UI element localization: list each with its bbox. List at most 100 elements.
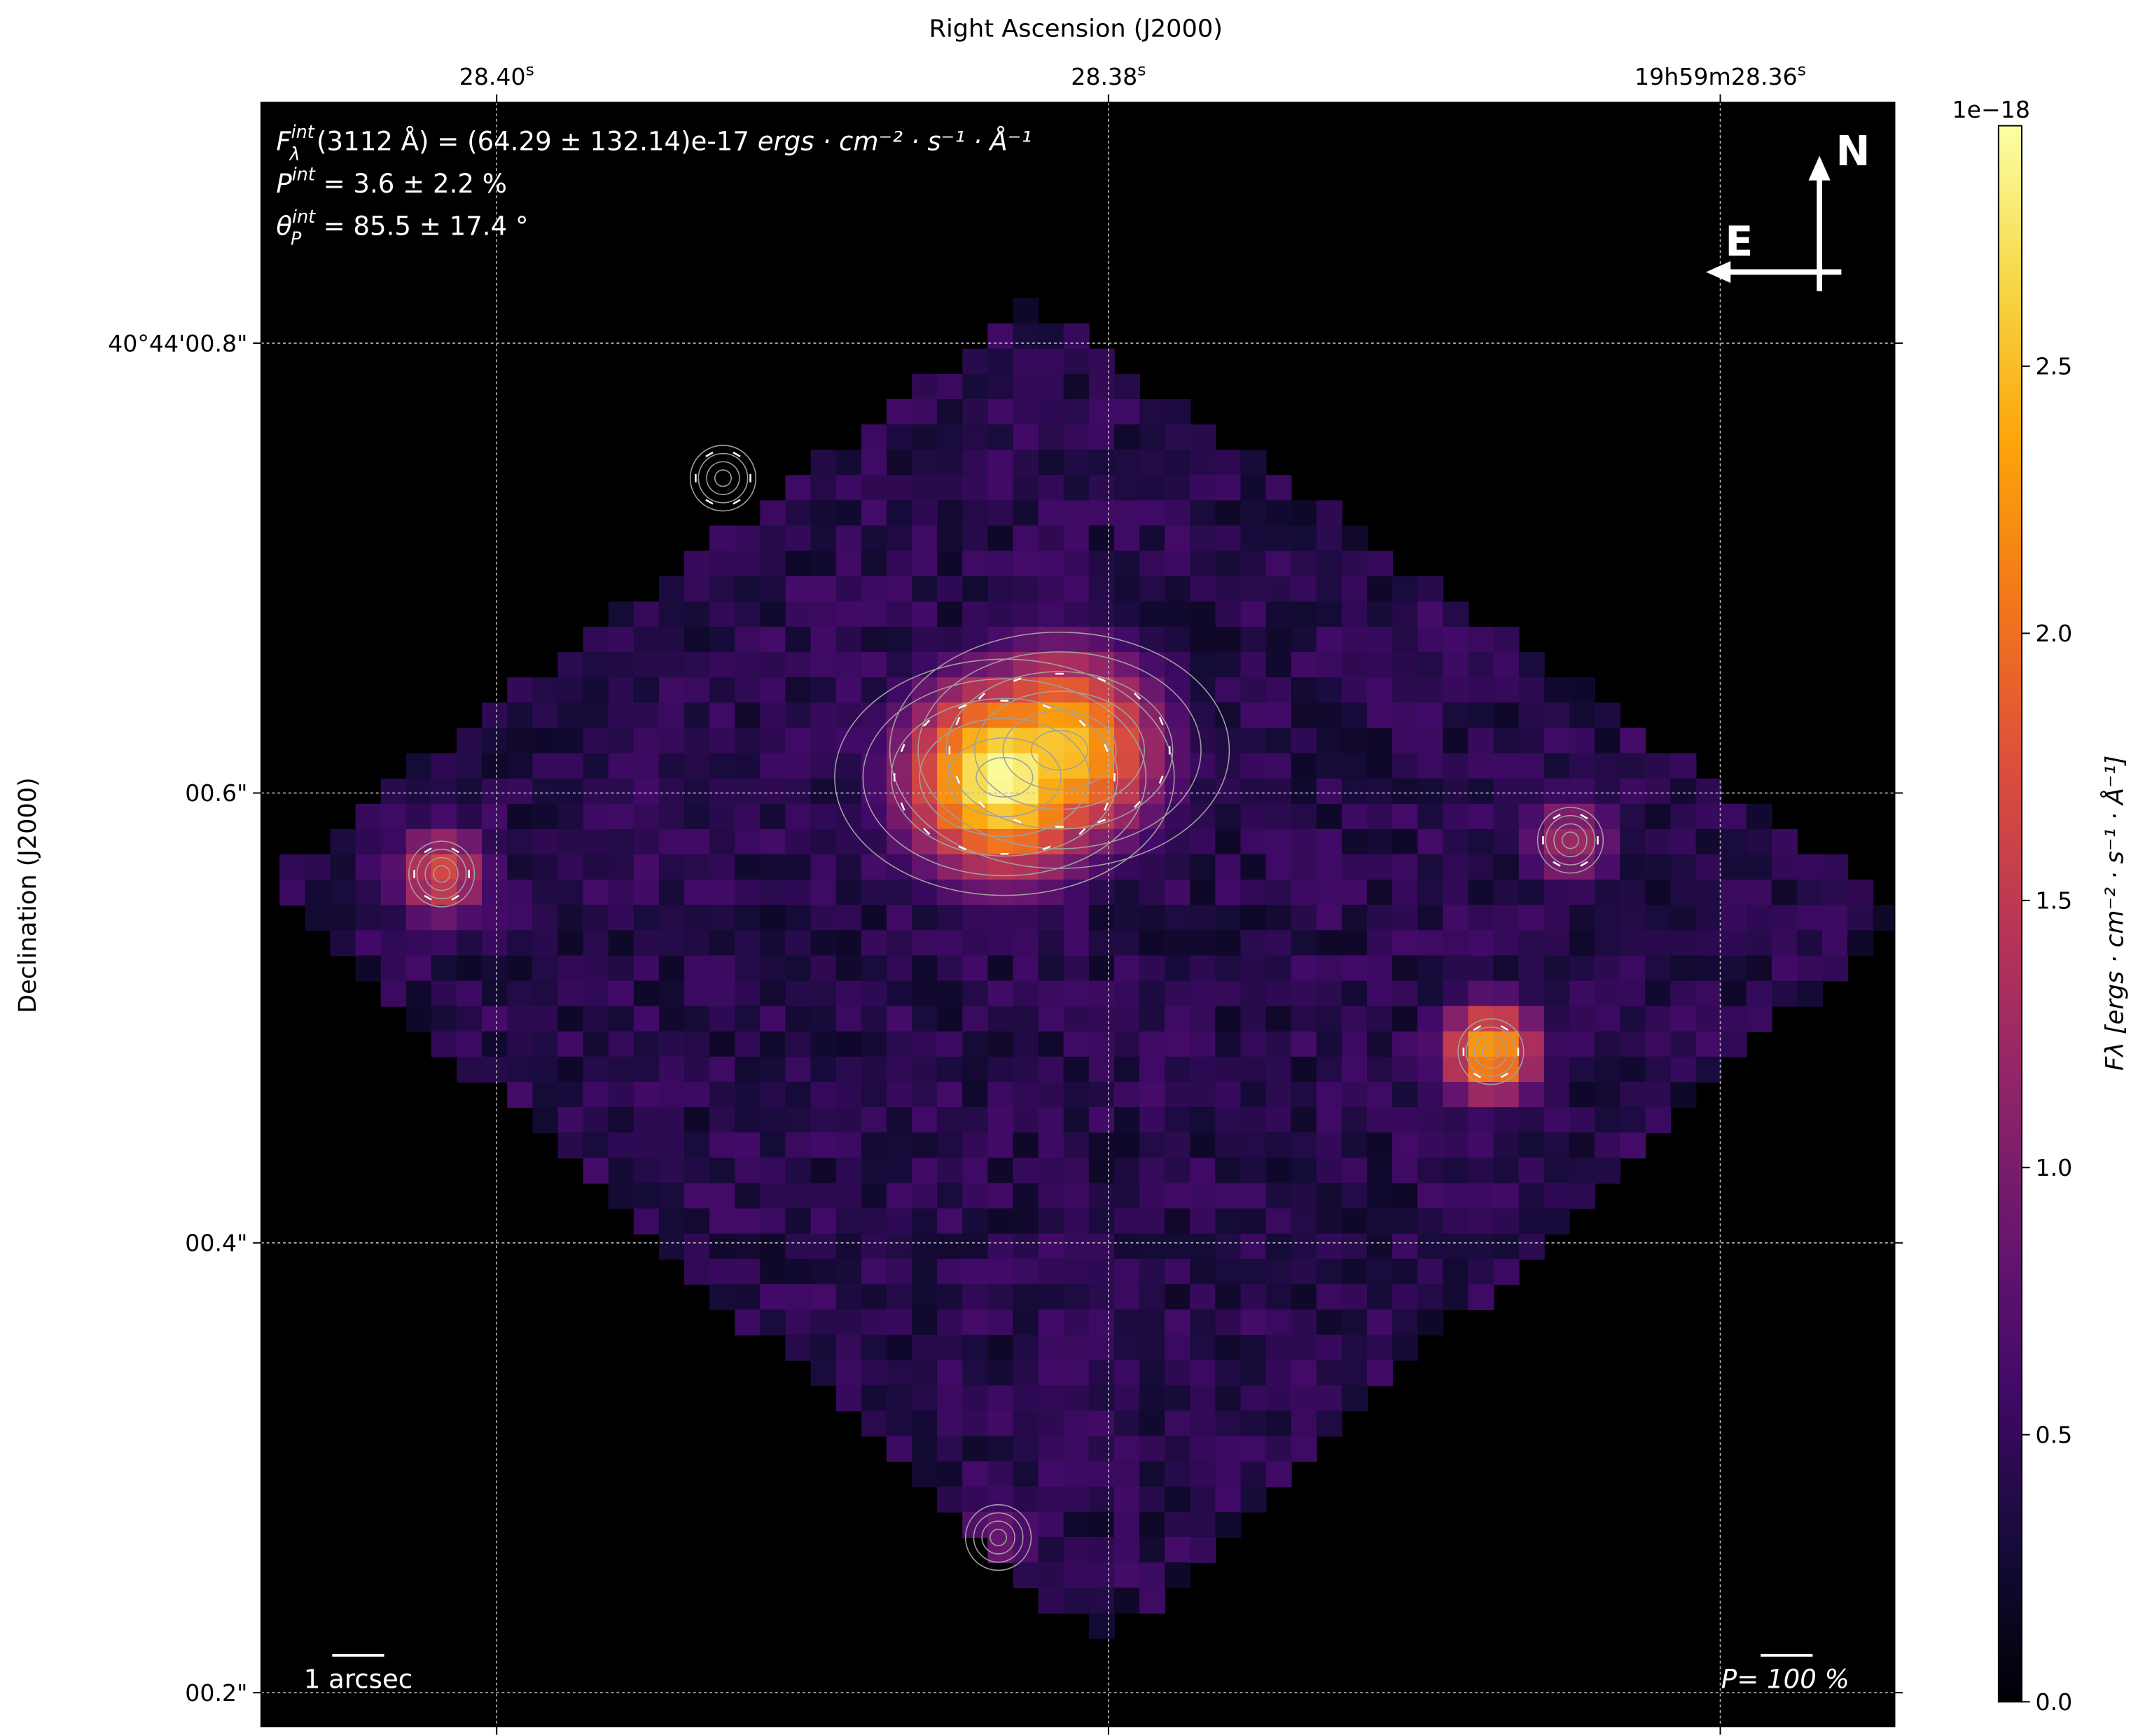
heatmap-pixel: [355, 930, 382, 957]
heatmap-pixel: [1417, 854, 1444, 881]
heatmap-pixel: [1139, 1410, 1166, 1437]
heatmap-pixel: [1038, 905, 1064, 931]
heatmap-pixel: [1367, 753, 1394, 779]
heatmap-pixel: [1771, 854, 1798, 881]
heatmap-pixel: [1443, 702, 1469, 729]
heatmap-pixel: [658, 1183, 685, 1209]
heatmap-pixel: [380, 905, 407, 931]
heatmap-pixel: [1417, 1132, 1444, 1159]
heatmap-pixel: [1873, 905, 1895, 931]
heatmap-pixel: [1291, 905, 1317, 931]
heatmap-pixel: [1291, 1006, 1317, 1032]
heatmap-pixel: [1367, 626, 1394, 653]
colorbar-offset: 1e−18: [1952, 96, 2030, 123]
heatmap-pixel: [532, 1107, 559, 1134]
heatmap-pixel: [1215, 550, 1242, 577]
plot-frame: [260, 102, 1896, 1728]
heatmap-pixel: [861, 753, 887, 779]
heatmap-pixel: [1392, 905, 1419, 931]
heatmap-pixel: [1038, 323, 1064, 349]
heatmap-pixel: [1265, 652, 1292, 679]
heatmap-pixel: [1063, 1562, 1090, 1589]
heatmap-pixel: [937, 1107, 964, 1134]
heatmap-pixel: [1088, 1385, 1115, 1412]
heatmap-pixel: [1215, 1081, 1242, 1109]
heatmap-pixel: [658, 778, 685, 805]
heatmap-pixel: [1088, 880, 1115, 906]
x-ticks: 28.40s 28.38s 19h59m28.36s: [459, 60, 1806, 1735]
heatmap-pixel: [658, 1107, 685, 1134]
heatmap-pixel: [1013, 373, 1039, 400]
heatmap-pixel: [735, 1158, 761, 1184]
heatmap-pixel: [1468, 1107, 1494, 1134]
heatmap-pixel: [835, 1233, 862, 1260]
heatmap-pixel: [937, 1081, 964, 1109]
heatmap-pixel: [1265, 500, 1292, 527]
heatmap-pixel: [886, 424, 912, 451]
heatmap-pixel: [684, 702, 711, 729]
heatmap-pixel: [658, 702, 685, 729]
heatmap-pixel: [1341, 1284, 1368, 1310]
heatmap-pixel: [861, 1258, 887, 1285]
heatmap-pixel: [1316, 1258, 1342, 1285]
heatmap-pixel: [937, 905, 964, 931]
heatmap-pixel: [1240, 803, 1267, 830]
heatmap-pixel: [1392, 1081, 1419, 1109]
heatmap-pixel: [684, 1081, 711, 1109]
heatmap-pixel: [709, 1258, 736, 1285]
heatmap-pixel: [1013, 1486, 1039, 1513]
heatmap-pixel: [1190, 753, 1216, 779]
heatmap-pixel: [1063, 1536, 1090, 1564]
heatmap-pixel: [1392, 1233, 1419, 1260]
heatmap-pixel: [1063, 450, 1090, 476]
heatmap-pixel: [1038, 626, 1064, 653]
heatmap-pixel: [1746, 930, 1772, 957]
heatmap-pixel: [1240, 828, 1267, 855]
heatmap-pixel: [861, 1410, 887, 1437]
heatmap-pixel: [1113, 1006, 1141, 1032]
heatmap-pixel: [912, 652, 938, 679]
heatmap-pixel: [709, 1056, 736, 1083]
heatmap-pixel: [658, 1208, 685, 1235]
heatmap-pixel: [1113, 1284, 1141, 1310]
heatmap-pixel: [810, 1309, 837, 1336]
heatmap-pixel: [1063, 1335, 1090, 1361]
heatmap-pixel: [1392, 828, 1419, 855]
heatmap-pixel: [1796, 905, 1824, 931]
heatmap-pixel: [1190, 1056, 1216, 1083]
heatmap-pixel: [937, 930, 964, 957]
heatmap-pixel: [1215, 450, 1242, 476]
heatmap-pixel: [457, 905, 483, 931]
heatmap-pixel: [1392, 803, 1419, 830]
contour-line: [1553, 823, 1588, 858]
heatmap-pixel: [431, 980, 457, 1007]
heatmap-pixel: [835, 652, 862, 679]
heatmap-pixel: [912, 626, 938, 653]
heatmap-pixel: [962, 1056, 989, 1083]
heatmap-pixel: [835, 1183, 862, 1209]
heatmap-pixel: [1569, 880, 1596, 906]
heatmap-pixel: [1190, 880, 1216, 906]
heatmap-pixel: [987, 955, 1014, 982]
heatmap-pixel: [1367, 980, 1394, 1007]
heatmap-pixel: [861, 1031, 887, 1057]
heatmap-pixel: [785, 854, 812, 881]
heatmap-pixel: [709, 652, 736, 679]
heatmap-pixel: [1038, 1536, 1064, 1564]
contour-line: [416, 849, 467, 899]
heatmap-pixel: [987, 1132, 1014, 1159]
polarization-vector: [900, 744, 905, 753]
heatmap-pixel: [835, 525, 862, 552]
heatmap-pixel: [633, 930, 660, 957]
heatmap-pixel: [1367, 1233, 1394, 1260]
heatmap-pixel: [937, 702, 964, 729]
heatmap-pixel: [962, 652, 989, 679]
heatmap-pixel: [557, 1006, 584, 1032]
heatmap-pixel: [1139, 955, 1166, 982]
heatmap-pixel: [405, 1006, 432, 1032]
heatmap-pixel: [987, 1208, 1014, 1235]
heatmap-pixel: [583, 854, 609, 881]
heatmap-pixel: [886, 828, 912, 855]
heatmap-pixel: [1291, 1158, 1317, 1184]
contours: [408, 445, 1604, 1571]
